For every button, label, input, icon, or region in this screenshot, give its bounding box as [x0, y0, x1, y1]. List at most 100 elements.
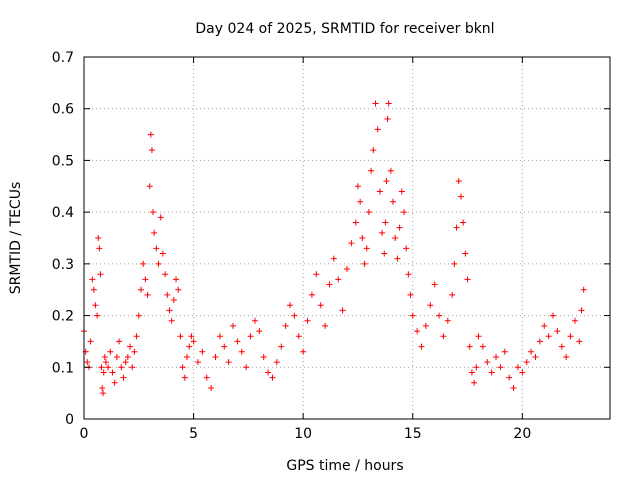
data-point: [368, 167, 375, 174]
data-point: [273, 359, 280, 366]
data-point: [348, 240, 355, 247]
data-point: [304, 317, 311, 324]
data-point: [98, 364, 105, 371]
data-point: [464, 276, 471, 283]
data-point: [571, 317, 578, 324]
data-point: [376, 188, 383, 195]
data-point: [111, 379, 118, 386]
data-point: [387, 167, 394, 174]
data-point: [107, 348, 114, 355]
data-point: [137, 286, 144, 293]
data-point: [96, 245, 103, 252]
data-point: [567, 333, 574, 340]
data-point: [100, 390, 107, 397]
y-tick-label: 0.3: [52, 257, 74, 273]
data-point: [528, 348, 535, 355]
data-point: [422, 322, 429, 329]
y-tick-label: 0.5: [52, 153, 74, 169]
data-point: [190, 338, 197, 345]
data-point: [102, 359, 109, 366]
data-point: [384, 116, 391, 123]
data-point: [405, 271, 412, 278]
data-point: [576, 338, 583, 345]
data-point: [444, 317, 451, 324]
data-point: [150, 209, 157, 216]
data-point: [398, 188, 405, 195]
data-point: [216, 333, 223, 340]
data-point: [379, 229, 386, 236]
data-point: [339, 307, 346, 314]
data-point: [510, 384, 517, 391]
data-point: [131, 348, 138, 355]
data-point: [363, 245, 370, 252]
data-point: [243, 364, 250, 371]
data-point: [453, 224, 460, 231]
data-point: [506, 374, 513, 381]
data-point: [440, 333, 447, 340]
data-point: [212, 353, 219, 360]
data-point: [536, 338, 543, 345]
data-point: [455, 178, 462, 185]
data-point: [409, 312, 416, 319]
data-point: [230, 322, 237, 329]
data-point: [488, 369, 495, 376]
data-point: [383, 178, 390, 185]
data-point: [352, 219, 359, 226]
data-point: [188, 333, 195, 340]
y-tick-label: 0.1: [52, 360, 74, 376]
data-point: [394, 255, 401, 262]
data-point: [344, 266, 350, 273]
data-point: [365, 209, 372, 216]
data-point: [221, 343, 228, 350]
x-axis-tick-labels: 0 5 10 15 20: [80, 426, 532, 442]
data-point: [260, 353, 267, 360]
data-point: [159, 250, 166, 257]
data-point: [473, 364, 480, 371]
data-point: [497, 364, 504, 371]
data-point: [234, 338, 241, 345]
data-point: [354, 183, 361, 190]
data-point: [89, 276, 96, 283]
data-point: [144, 291, 151, 298]
data-point: [493, 353, 500, 360]
data-point: [179, 364, 186, 371]
data-point: [177, 333, 184, 340]
data-point: [335, 276, 342, 283]
data-point: [468, 369, 475, 376]
data-point: [541, 322, 548, 329]
data-point: [374, 126, 381, 133]
data-point: [370, 147, 377, 154]
data-point: [460, 219, 467, 226]
data-point: [170, 297, 177, 304]
data-point: [532, 353, 539, 360]
data-point: [166, 307, 173, 314]
data-point: [269, 374, 276, 381]
data-point: [580, 286, 587, 293]
x-tick-label: 10: [294, 426, 312, 442]
data-point: [147, 131, 154, 138]
data-point: [282, 322, 289, 329]
data-point: [238, 348, 245, 355]
data-point: [175, 286, 182, 293]
data-point: [359, 235, 366, 241]
data-point: [151, 229, 158, 236]
data-point: [563, 353, 570, 360]
data-point: [113, 353, 120, 360]
data-point: [479, 343, 486, 350]
plot-frame: [83, 56, 611, 420]
data-point: [256, 328, 263, 335]
x-tick-label: 20: [513, 426, 531, 442]
data-point: [523, 359, 530, 366]
data-points: [81, 100, 587, 397]
y-tick-label: 0: [65, 412, 74, 428]
data-point: [475, 333, 482, 340]
data-point: [97, 271, 104, 278]
data-point: [372, 100, 379, 107]
data-point: [326, 281, 333, 288]
data-point: [396, 224, 403, 231]
data-point: [484, 359, 491, 366]
x-tick-label: 15: [404, 426, 422, 442]
data-point: [120, 374, 127, 381]
data-point: [146, 183, 153, 190]
data-point: [109, 369, 116, 376]
